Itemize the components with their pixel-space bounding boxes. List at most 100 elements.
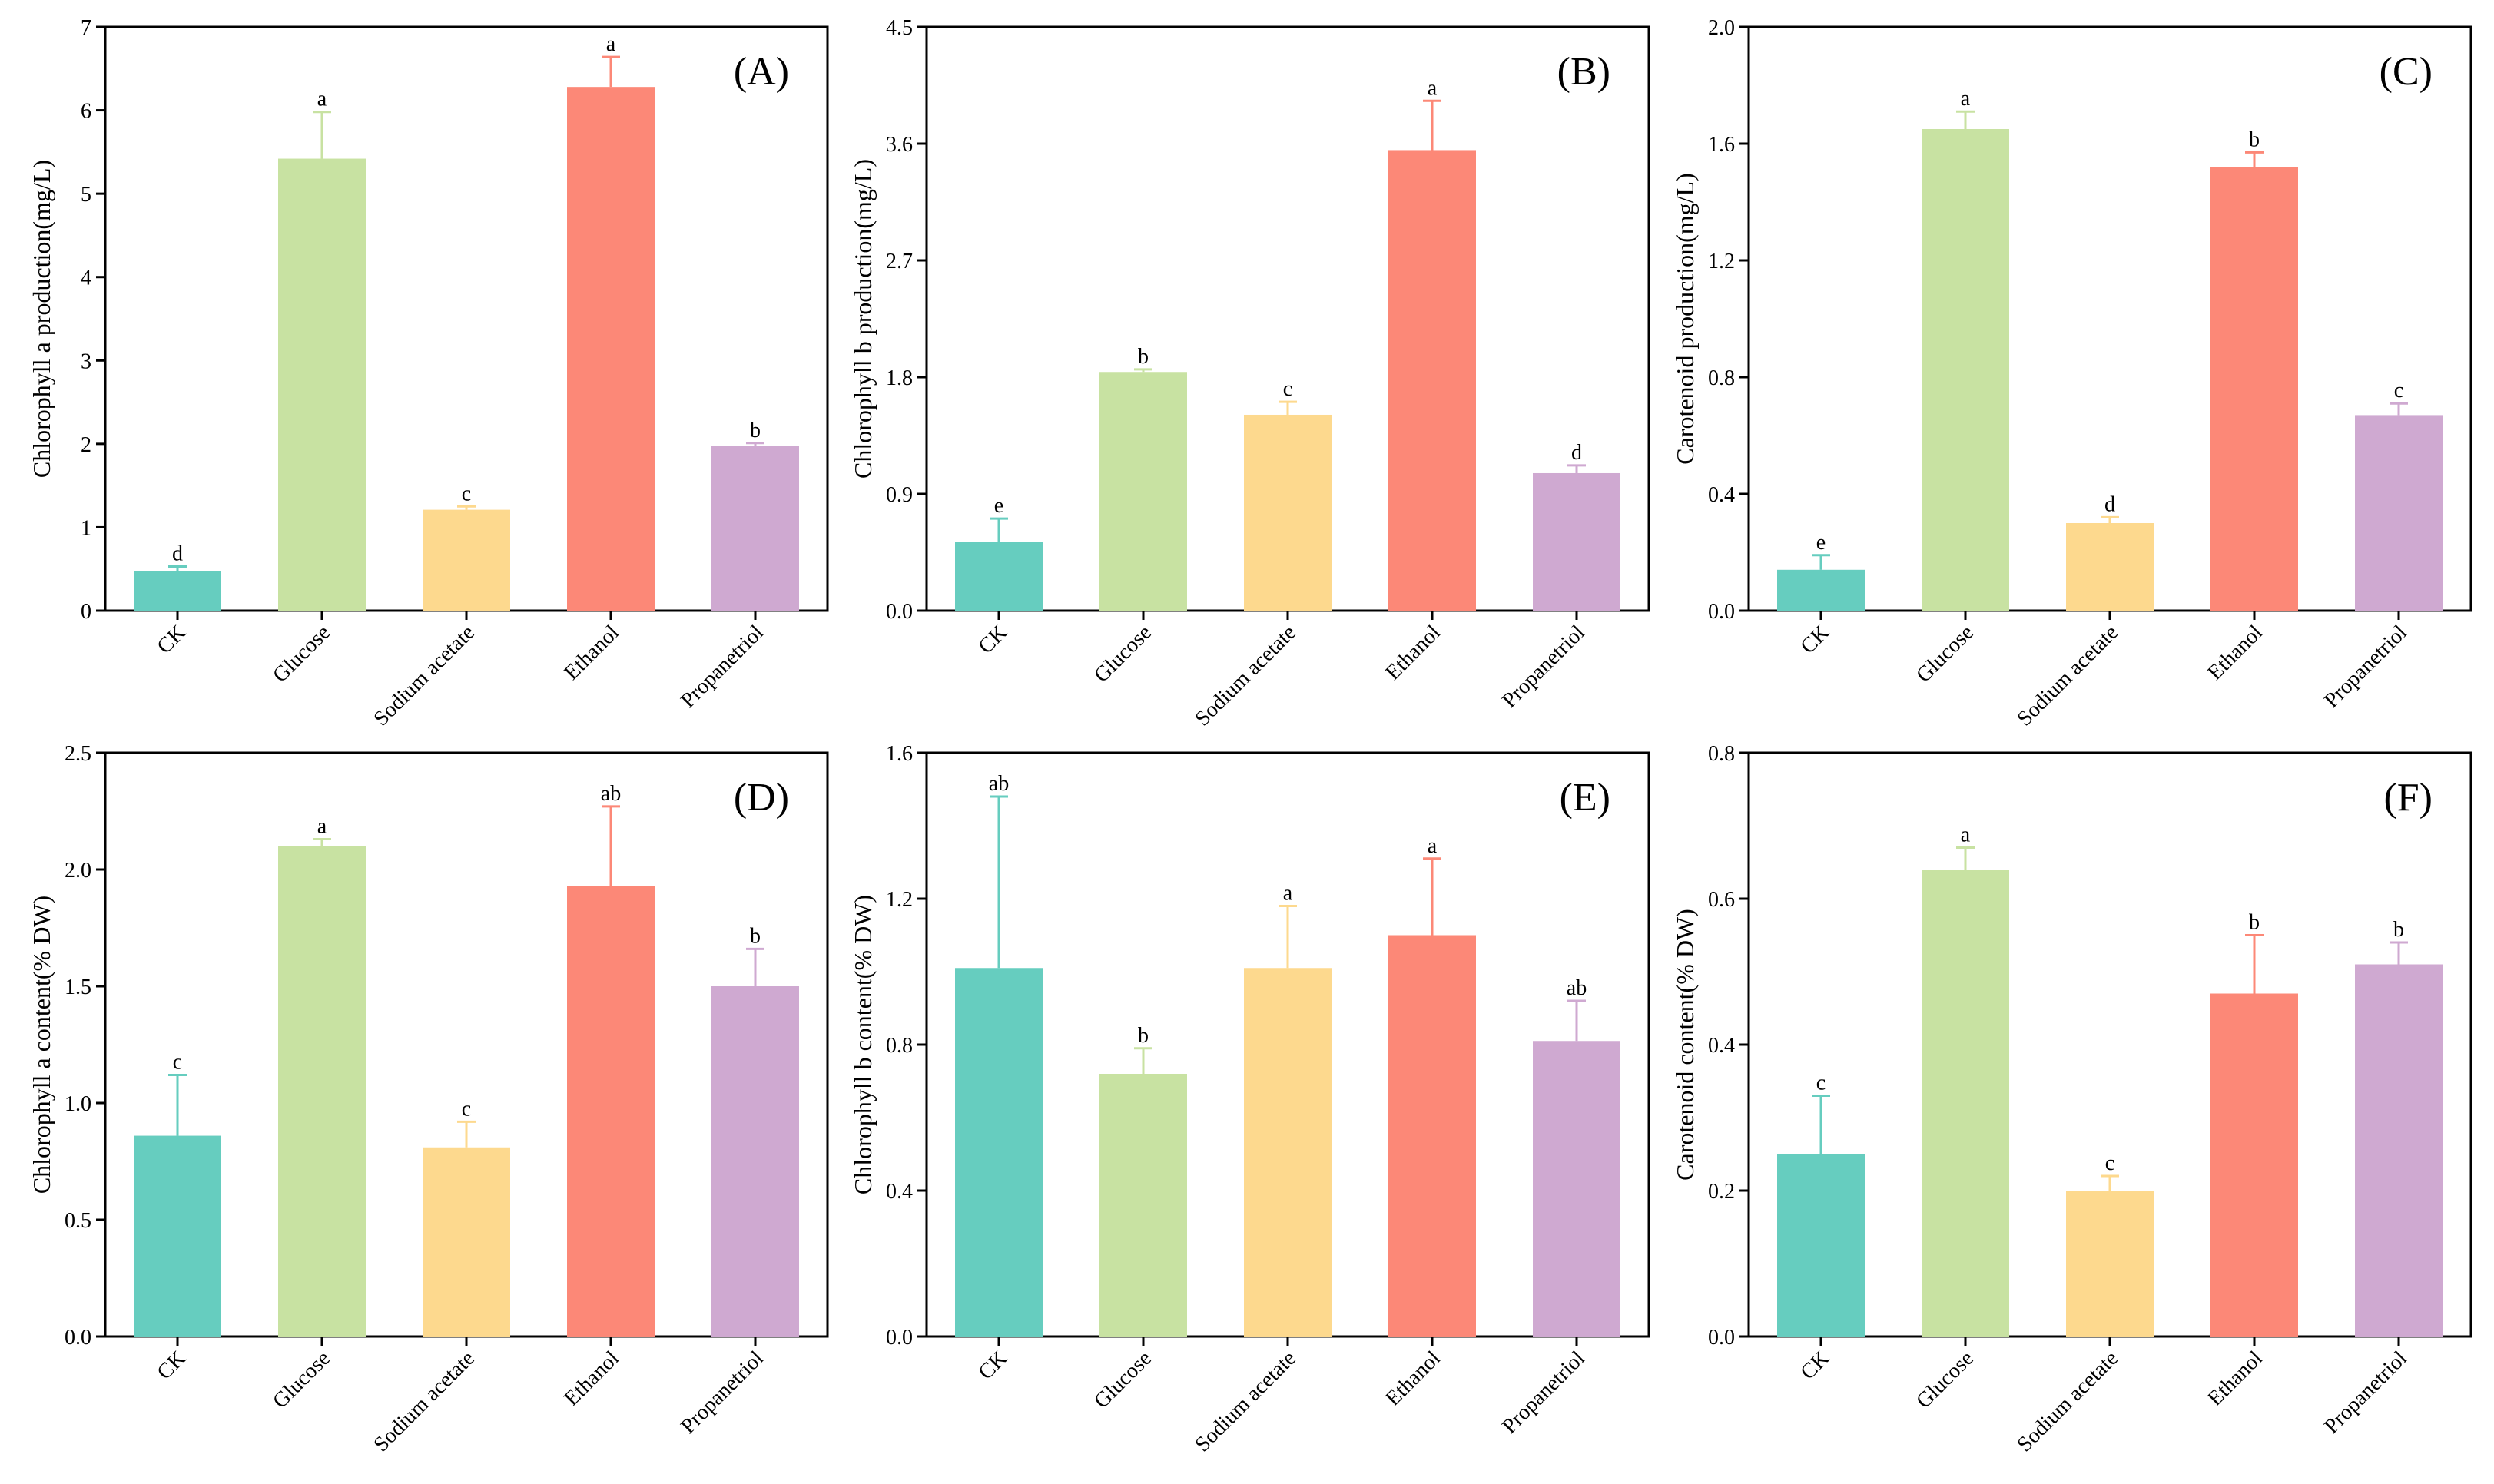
y-tick-label: 1.2 [886, 888, 913, 912]
bar [711, 446, 799, 611]
bar [1922, 870, 2009, 1337]
x-tick-label: Glucose [268, 1347, 335, 1413]
y-tick-label: 0.8 [1708, 742, 1735, 766]
x-tick-label: Sodium acetate [370, 621, 479, 730]
bar [1388, 150, 1476, 611]
significance-letter: c [462, 1097, 471, 1121]
bar [711, 986, 799, 1337]
bar [2210, 167, 2298, 611]
significance-letter: b [1138, 1024, 1149, 1048]
chart-panel-2: 0.0 0.9 1.8 2.7 3.6 4.5 Chlorophyll b producti… [849, 16, 1650, 730]
x-tick-label: Sodium acetate [370, 1347, 479, 1456]
significance-letter: b [2393, 918, 2404, 942]
bar [955, 968, 1043, 1337]
y-tick-label: 1.6 [1708, 133, 1735, 157]
bar [2355, 415, 2443, 611]
significance-letter: ab [601, 782, 621, 806]
y-tick-label: 0.0 [65, 1326, 91, 1350]
x-tick-label: Glucose [1912, 621, 1978, 687]
chart-panel-5: 0.0 0.4 0.8 1.2 1.6 Chlorophyll b content(% D… [849, 742, 1650, 1456]
x-tick-label: Propanetriol [2320, 1347, 2412, 1439]
x-tick-label: Propanetriol [676, 621, 768, 713]
x-tick-label: Sodium acetate [1191, 621, 1301, 730]
significance-letter: a [317, 814, 327, 838]
significance-letter: a [317, 88, 327, 111]
y-tick-label: 0.4 [1708, 483, 1735, 507]
x-tick-label: Propanetriol [676, 1347, 768, 1439]
bar [2210, 993, 2298, 1337]
x-tick-label: CK [974, 621, 1012, 658]
significance-letter: d [2104, 492, 2115, 516]
y-tick-label: 1.8 [886, 366, 913, 390]
bar [278, 846, 366, 1337]
y-tick-label: 1.0 [65, 1092, 91, 1116]
significance-letter: c [462, 482, 471, 505]
x-tick-label: Glucose [268, 621, 335, 687]
y-tick-label: 7 [81, 16, 91, 40]
bar [423, 1147, 510, 1337]
x-tick-label: Ethanol [1381, 621, 1445, 685]
y-tick-label: 0.0 [1708, 1326, 1735, 1350]
significance-letter: c [1283, 377, 1292, 401]
x-tick-label: CK [153, 621, 191, 658]
y-tick-label: 0.4 [886, 1180, 913, 1204]
chart-panel-3: 0.0 0.4 0.8 1.2 1.6 2.0 Carotenoid production(… [1671, 16, 2472, 730]
bar [2066, 1191, 2154, 1337]
bar [134, 1135, 221, 1337]
bar [1244, 414, 1332, 611]
y-tick-label: 0.0 [1708, 600, 1735, 624]
y-tick-label: 0.0 [886, 1326, 913, 1350]
y-axis-label: Carotenoid content(% DW) [1671, 909, 1699, 1181]
y-tick-label: 0.6 [1708, 888, 1735, 912]
x-tick-label: Glucose [1912, 1347, 1978, 1413]
y-tick-label: 0 [81, 600, 91, 624]
y-axis-label: Chlorophyll a content(% DW) [28, 896, 55, 1194]
y-tick-label: 0.8 [886, 1034, 913, 1058]
x-tick-label: Ethanol [2203, 621, 2267, 685]
x-tick-label: Glucose [1089, 621, 1156, 687]
y-tick-label: 0.5 [65, 1209, 91, 1233]
y-tick-label: 0.0 [886, 600, 913, 624]
y-tick-label: 2.0 [65, 859, 91, 883]
y-tick-label: 5 [81, 183, 91, 207]
panel-label: (B) [1557, 50, 1610, 94]
significance-letter: a [1961, 823, 1971, 847]
x-tick-label: Sodium acetate [2013, 1347, 2123, 1456]
bar [1099, 372, 1187, 611]
significance-letter: a [606, 32, 616, 56]
y-axis-label: Chlorophyll b content(% DW) [849, 895, 877, 1194]
significance-letter: e [994, 494, 1003, 518]
y-tick-label: 0.2 [1708, 1180, 1735, 1204]
bar [2355, 964, 2443, 1337]
significance-letter: b [750, 419, 761, 442]
x-tick-label: Ethanol [559, 621, 624, 685]
x-tick-label: Sodium acetate [2013, 621, 2123, 730]
bar [1244, 968, 1332, 1337]
y-tick-label: 3.6 [886, 133, 913, 157]
significance-letter: ab [989, 772, 1009, 796]
significance-letter: c [1816, 1072, 1826, 1095]
x-tick-label: Ethanol [559, 1347, 624, 1411]
y-axis-label: Carotenoid production(mg/L) [1671, 173, 1699, 464]
y-tick-label: 2 [81, 433, 91, 457]
panel-label: (D) [734, 776, 789, 820]
y-tick-label: 3 [81, 349, 91, 373]
chart-panel-1: 0 1 2 3 4 5 6 7 Chlorophyll a production(mg/L) (A… [28, 16, 829, 730]
bar [567, 886, 655, 1337]
significance-letter: ab [1567, 976, 1587, 1000]
y-tick-label: 4.5 [886, 16, 913, 40]
x-tick-label: Sodium acetate [1191, 1347, 1301, 1456]
y-tick-label: 1.2 [1708, 250, 1735, 273]
bar [1388, 935, 1476, 1337]
y-axis-label: Chlorophyll a production(mg/L) [28, 160, 55, 478]
significance-letter: b [2249, 911, 2260, 935]
significance-letter: b [1138, 345, 1149, 369]
x-tick-label: CK [1796, 1347, 1834, 1384]
significance-letter: c [2105, 1151, 2114, 1175]
panel-label: (C) [2380, 50, 2433, 94]
chart-panel-4: 0.0 0.5 1.0 1.5 2.0 2.5 Chlorophyll a content(… [28, 742, 829, 1456]
panel-label: (E) [1560, 776, 1610, 820]
significance-letter: a [1961, 87, 1971, 111]
panel-label: (A) [734, 50, 789, 94]
bar [1922, 129, 2009, 611]
